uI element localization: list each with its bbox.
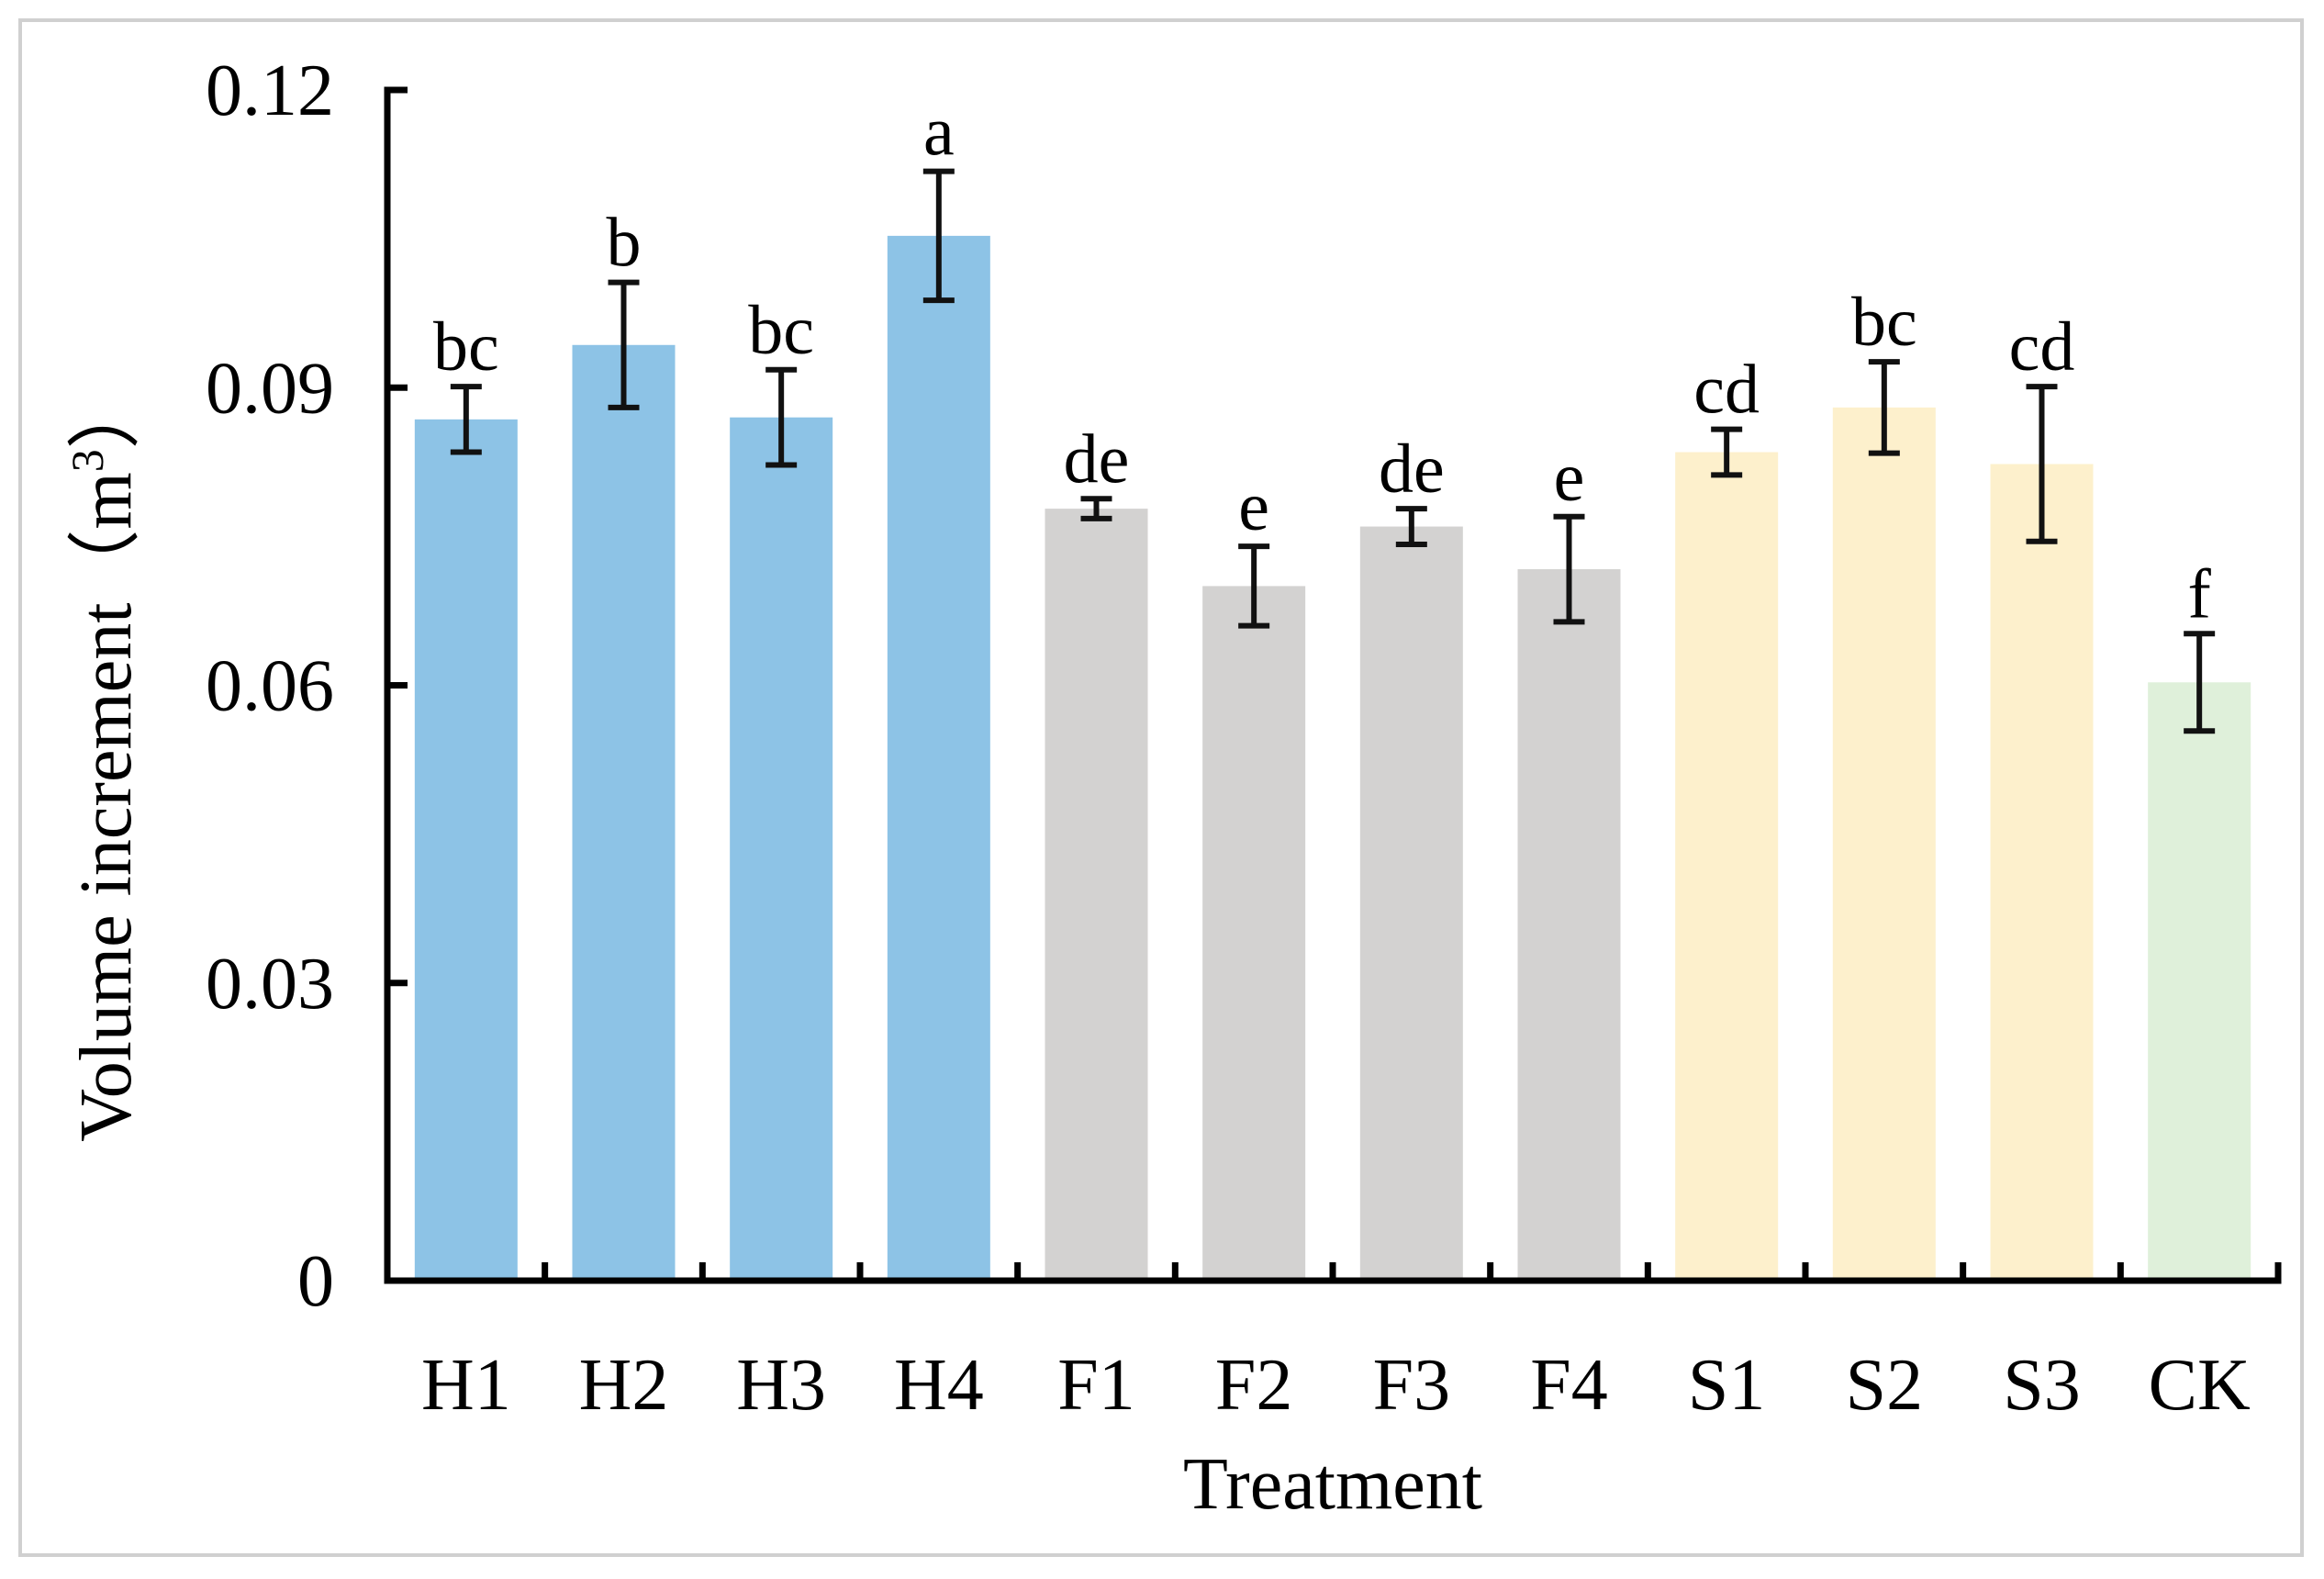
- significance-letter-f3: de: [1379, 431, 1445, 508]
- y-tick-label: 0.06: [206, 646, 334, 727]
- significance-letter-h2: b: [607, 205, 642, 282]
- error-bar-ck: [2184, 631, 2216, 734]
- significance-letter-ck: f: [2188, 555, 2212, 633]
- bar-h1: [414, 419, 518, 1278]
- y-tick-label: 0.12: [206, 50, 334, 131]
- error-bar-h2: [608, 279, 640, 410]
- bar-h3: [730, 417, 833, 1278]
- x-tick-label-h4: H4: [894, 1345, 984, 1426]
- y-axis-title-main: Volume increment（m: [66, 472, 147, 1142]
- bar-ck: [2148, 682, 2251, 1278]
- bar-s3: [1990, 464, 2094, 1279]
- x-tick-label-s2: S2: [1846, 1345, 1924, 1426]
- error-bar-f3: [1395, 506, 1427, 548]
- x-tick-label-h3: H3: [736, 1345, 826, 1426]
- x-tick-label-ck: CK: [2149, 1345, 2251, 1426]
- x-tick-label-f1: F1: [1057, 1345, 1135, 1426]
- error-bar-h1: [450, 384, 482, 455]
- labels-layer: 0 0.03 0.06 0.09 0.12 bc H1 b H2 bc H3 a H4 de F1 e F2 de…: [206, 50, 2251, 1426]
- significance-letter-h1: bc: [433, 308, 499, 386]
- error-bar-f2: [1238, 543, 1270, 629]
- bar-f2: [1202, 586, 1306, 1278]
- y-tick-label: 0: [297, 1241, 334, 1322]
- error-bar-h3: [765, 366, 798, 468]
- x-tick-label-s3: S3: [2003, 1345, 2081, 1426]
- x-tick-label-h2: H2: [579, 1345, 669, 1426]
- significance-letter-f1: de: [1064, 420, 1130, 498]
- x-tick-label-s1: S1: [1688, 1345, 1766, 1426]
- error-bar-f1: [1080, 496, 1112, 521]
- error-bar-s1: [1711, 426, 1743, 478]
- error-bar-s3: [2026, 384, 2058, 544]
- x-tick-label-h1: H1: [421, 1345, 511, 1426]
- bar-f1: [1045, 509, 1148, 1278]
- bar-h2: [572, 344, 676, 1278]
- y-tick-label: 0.03: [206, 944, 334, 1025]
- ticks-layer: [387, 86, 2282, 1284]
- error-bar-f4: [1553, 513, 1585, 625]
- bar-h4: [887, 235, 990, 1278]
- x-tick-label-f4: F4: [1530, 1345, 1608, 1426]
- bar-f4: [1517, 569, 1621, 1278]
- x-tick-label-f2: F2: [1215, 1345, 1293, 1426]
- x-axis-title: Treatment: [1183, 1444, 1482, 1525]
- bar-s1: [1675, 452, 1779, 1279]
- y-axis-title-superscript: 3: [61, 449, 113, 472]
- significance-letter-h4: a: [923, 94, 955, 171]
- y-axis-title-suffix: ）: [66, 375, 147, 449]
- significance-letter-f2: e: [1238, 468, 1269, 545]
- significance-letter-f4: e: [1554, 439, 1585, 516]
- significance-letter-s3: cd: [2009, 308, 2075, 386]
- error-bars-layer: [450, 168, 2216, 734]
- significance-letter-s1: cd: [1693, 352, 1760, 429]
- bar-f3: [1359, 526, 1463, 1278]
- bar-s2: [1832, 407, 1936, 1278]
- significance-letter-h3: bc: [748, 292, 814, 369]
- y-tick-label: 0.09: [206, 348, 334, 429]
- y-axis-title: Volume increment（m3）: [61, 375, 147, 1142]
- x-tick-label-f3: F3: [1373, 1345, 1451, 1426]
- bars-layer: [414, 235, 2251, 1279]
- error-bar-h4: [922, 168, 955, 304]
- error-bar-s2: [1868, 359, 1900, 456]
- significance-letter-s2: bc: [1851, 284, 1917, 361]
